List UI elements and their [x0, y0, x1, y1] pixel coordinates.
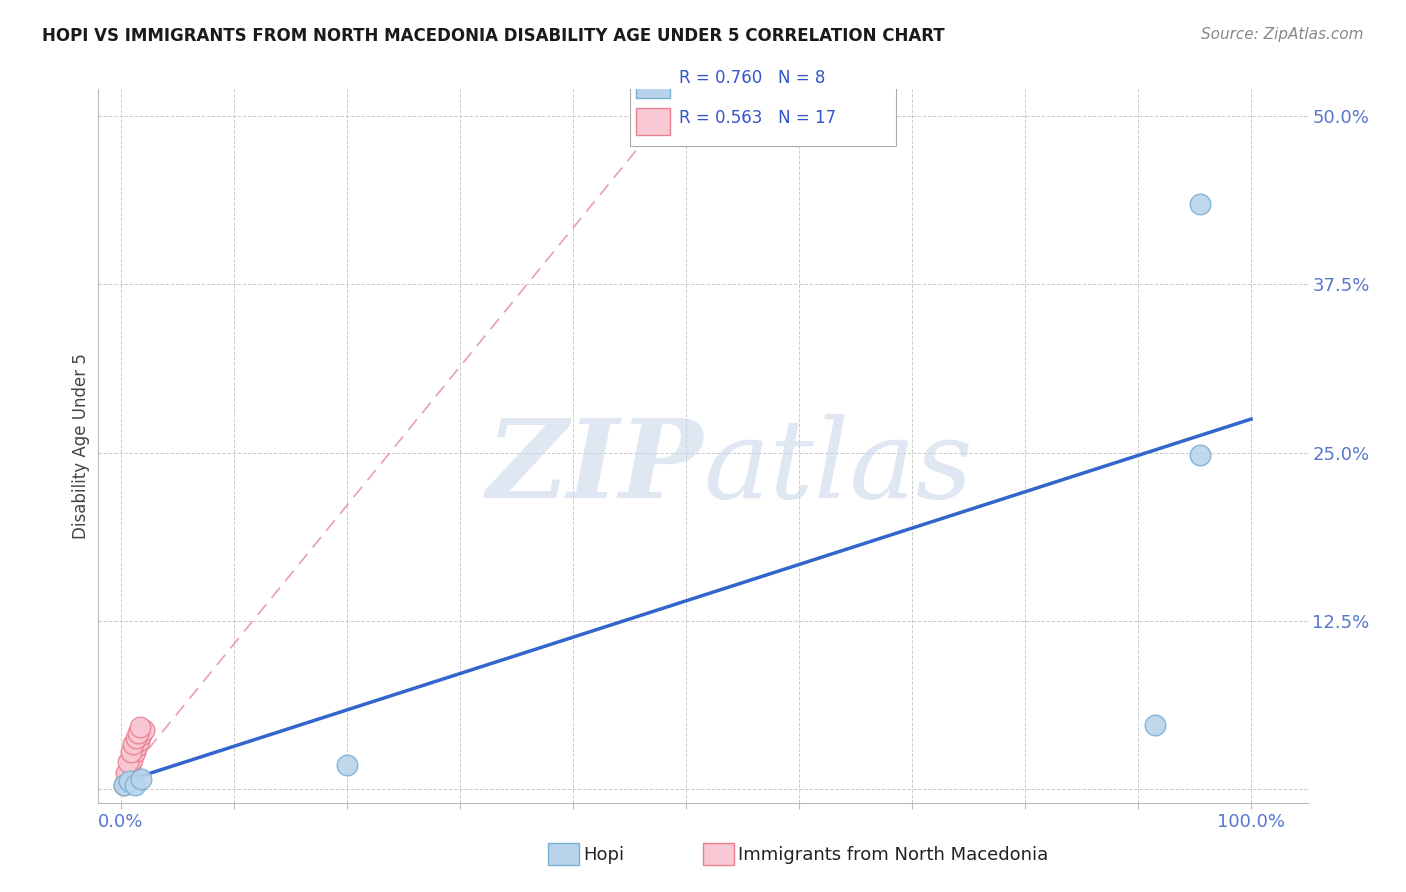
- Point: [1143, 717, 1166, 731]
- Point: [131, 772, 153, 786]
- Point: [132, 723, 155, 737]
- Bar: [637, 108, 671, 135]
- Point: [120, 745, 142, 759]
- Point: [117, 756, 139, 770]
- FancyBboxPatch shape: [630, 61, 897, 146]
- Text: Hopi: Hopi: [583, 846, 624, 863]
- Text: HOPI VS IMMIGRANTS FROM NORTH MACEDONIA DISABILITY AGE UNDER 5 CORRELATION CHART: HOPI VS IMMIGRANTS FROM NORTH MACEDONIA …: [42, 27, 945, 45]
- Point: [114, 766, 136, 780]
- Text: R = 0.760   N = 8: R = 0.760 N = 8: [679, 70, 825, 87]
- Point: [128, 734, 150, 748]
- Bar: [637, 70, 671, 98]
- Point: [122, 737, 145, 751]
- Point: [125, 731, 148, 746]
- Text: R = 0.563   N = 17: R = 0.563 N = 17: [679, 109, 837, 127]
- Text: Source: ZipAtlas.com: Source: ZipAtlas.com: [1201, 27, 1364, 42]
- Text: ZIP: ZIP: [486, 414, 703, 521]
- Point: [131, 729, 153, 743]
- Text: atlas: atlas: [703, 414, 973, 521]
- Point: [118, 774, 141, 789]
- Point: [120, 758, 142, 772]
- Point: [121, 753, 143, 767]
- Text: Immigrants from North Macedonia: Immigrants from North Macedonia: [738, 846, 1049, 863]
- Point: [1189, 196, 1212, 211]
- Point: [125, 739, 148, 754]
- Point: [124, 745, 146, 759]
- Point: [127, 726, 149, 740]
- Point: [124, 778, 146, 792]
- Point: [129, 720, 152, 734]
- Point: [112, 778, 135, 792]
- Point: [1189, 449, 1212, 463]
- Point: [115, 772, 138, 786]
- Point: [336, 758, 359, 772]
- Point: [118, 764, 141, 778]
- Point: [112, 778, 135, 792]
- Y-axis label: Disability Age Under 5: Disability Age Under 5: [72, 353, 90, 539]
